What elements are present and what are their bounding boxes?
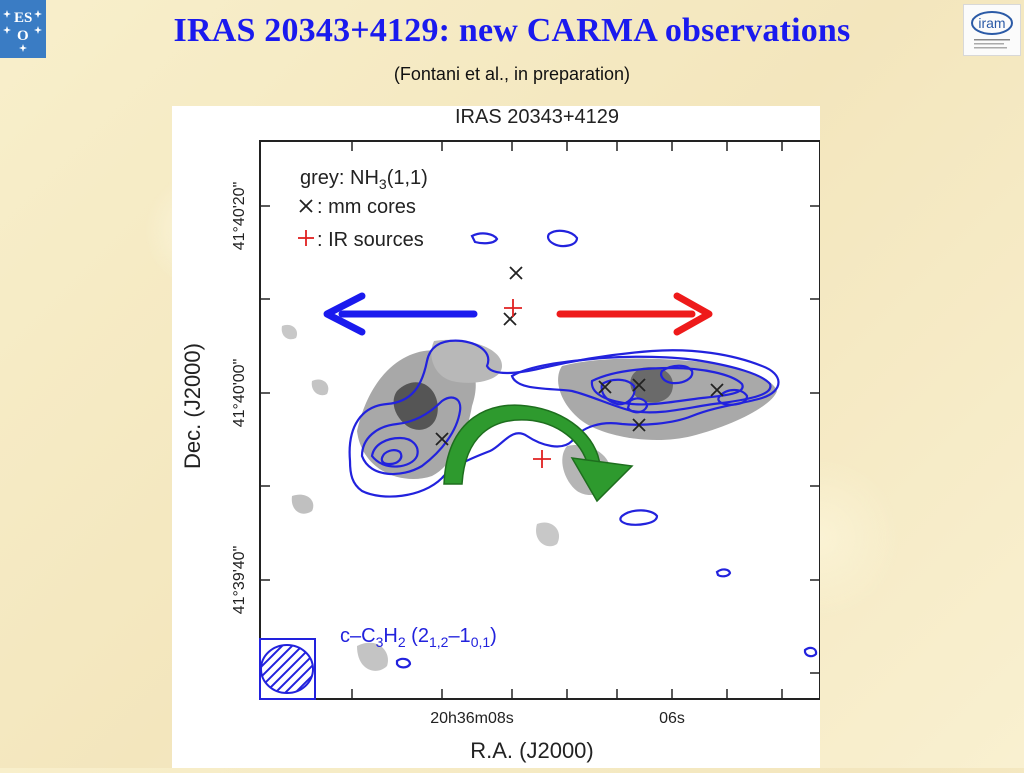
eso-logo-text-o: O [17, 28, 29, 44]
eso-logo: ES O [0, 0, 46, 58]
legend-grey-subscript: 3 [379, 176, 387, 192]
mm-core-markers [435, 266, 724, 446]
slide-subtitle: (Fontani et al., in preparation) [393, 64, 631, 84]
slide-title: IRAS 20343+4129: new CARMA observations [173, 12, 851, 49]
legend-mm-core-marker [299, 199, 313, 213]
legend-grey-label: grey: NH3(1,1) [300, 167, 428, 192]
beam-indicator [259, 638, 316, 700]
blue-outflow-arrow [323, 292, 478, 336]
plot-title: IRAS 20343+4129 [455, 106, 619, 128]
y-tick-label-2: 41°40'00" [231, 359, 248, 428]
legend-ir-source-marker [298, 230, 314, 246]
ir-source-markers [504, 299, 551, 468]
x-axis-label: R.A. (J2000) [470, 738, 594, 763]
x-tick-label-2: 06s [659, 710, 685, 727]
c3h2-contours [348, 229, 818, 669]
astronomy-map-figure: IRAS 20343+4129 [172, 106, 821, 768]
nh3-grey-emission [281, 324, 777, 671]
y-tick-label-3: 41°39'40" [231, 546, 248, 615]
x-tick-label-1: 20h36m08s [430, 710, 514, 727]
contour-label: c–C3H2 (21,2–10,1) [340, 625, 497, 650]
eso-logo-text-es: ES [14, 10, 32, 26]
legend-ir-sources-label: : IR sources [317, 229, 424, 251]
green-rotation-arrow [443, 404, 634, 503]
legend-mm-cores-label: : mm cores [317, 196, 416, 218]
legend-grey-prefix: grey: NH [300, 167, 379, 189]
iram-logo-text: iram [978, 15, 1005, 31]
y-axis-label: Dec. (J2000) [180, 343, 205, 469]
y-tick-label-1: 41°40'20" [231, 182, 248, 251]
iram-logo: iram [963, 4, 1021, 56]
red-outflow-arrow [556, 292, 713, 336]
legend-grey-suffix: (1,1) [387, 167, 428, 189]
